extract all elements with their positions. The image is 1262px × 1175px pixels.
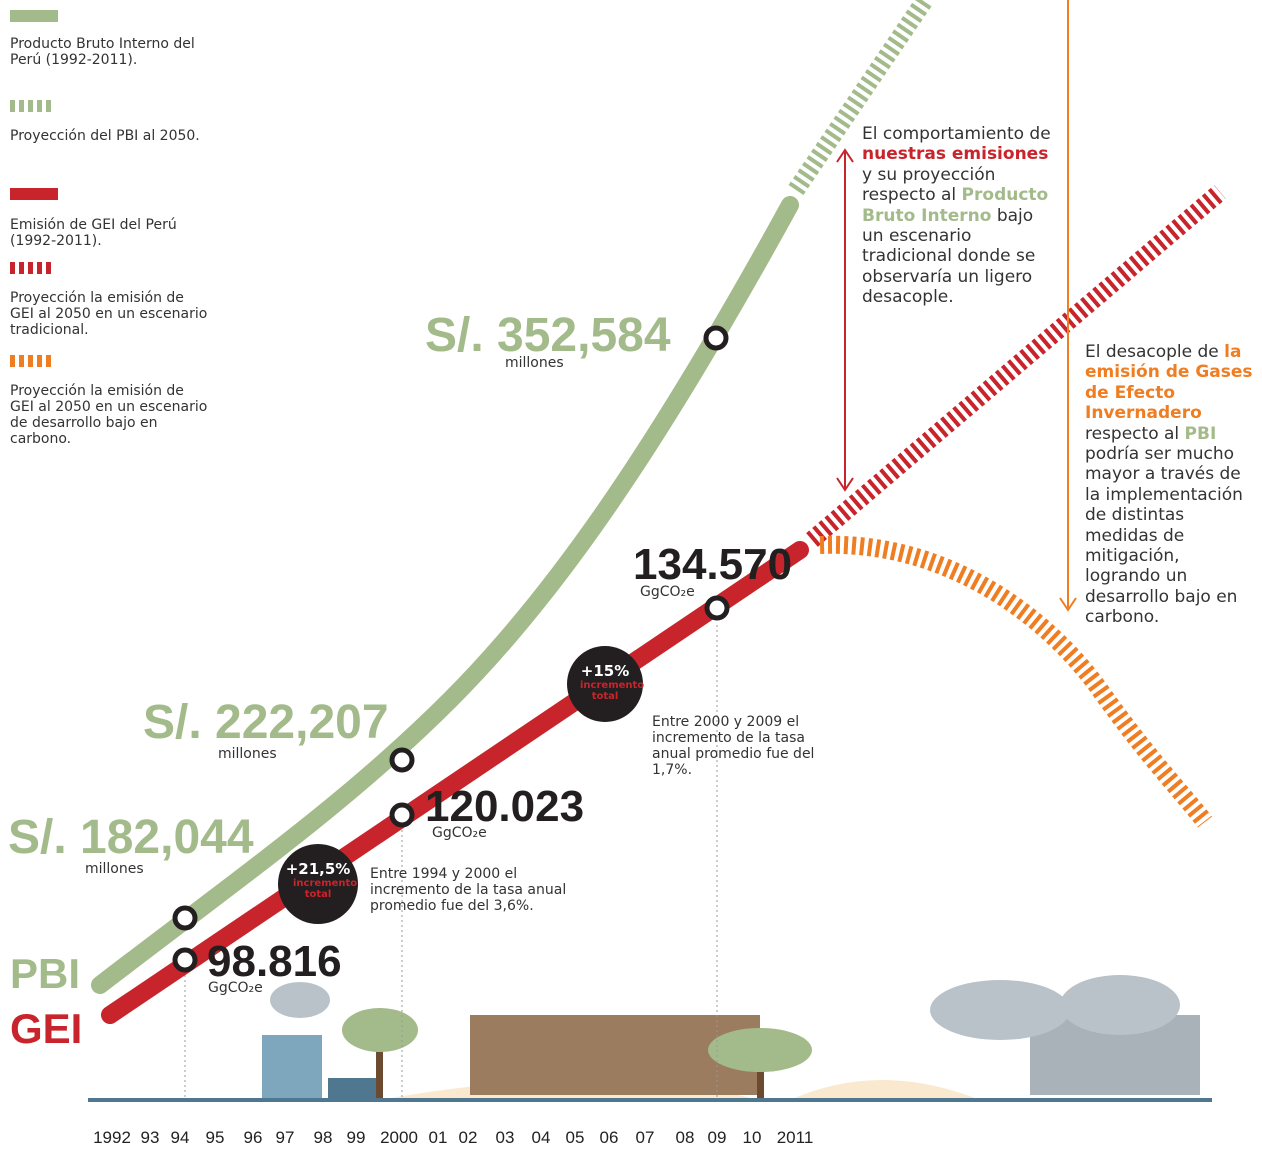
tree [342,1008,418,1052]
year-label: 93 [141,1128,160,1148]
ground-glow [790,1080,980,1100]
year-label: 98 [314,1128,333,1148]
truck [328,1078,378,1100]
infographic: Producto Bruto Interno del Perú (1992-20… [0,0,1262,1175]
year-label: 2011 [777,1128,814,1148]
year-label: 1992 [93,1128,131,1148]
marker [707,598,727,618]
year-label: 03 [496,1128,515,1148]
annotation-highlight: nuestras emisiones [862,144,1048,164]
year-label: 08 [676,1128,695,1148]
tree [708,1028,812,1072]
gei-unit: GgCO₂e [432,825,487,841]
year-label: 02 [459,1128,478,1148]
pbi-value: S/. 222,207 [143,695,389,750]
annotation: El comportamiento de nuestras emisiones … [862,124,1057,308]
increment: +21,5% incremento total [278,860,358,900]
pbi-unit: millones [505,355,564,371]
increment-note: Entre 2000 y 2009 el incremento de la ta… [652,714,827,778]
tree [930,980,1070,1040]
annotation-text: El desacople de [1085,342,1224,362]
year-label: 07 [636,1128,655,1148]
year-label: 97 [276,1128,295,1148]
pbi-label: PBI [10,950,80,998]
increment-label: incremento total [580,680,630,702]
pbi-unit: millones [85,861,144,877]
pbi-value: S/. 182,044 [8,810,254,865]
legend-text: Proyección la emisión de GEI al 2050 en … [10,290,210,338]
annotation-text: El comportamiento de [862,124,1051,144]
annotation-text: respecto al [1085,424,1185,444]
year-label: 06 [600,1128,619,1148]
legend-text: Proyección del PBI al 2050. [10,128,210,144]
marker [175,950,195,970]
marker [392,750,412,770]
illustration [0,0,1262,1175]
year-label: 05 [566,1128,585,1148]
increment: +15% incremento total [567,662,643,702]
year-label: 04 [532,1128,551,1148]
annotation-text: podría ser mucho mayor a través de la im… [1085,444,1243,627]
marker [392,805,412,825]
gei-value: 134.570 [633,540,792,591]
marker [175,908,195,928]
legend-swatch [10,188,58,200]
legend-text: Proyección la emisión de GEI al 2050 en … [10,383,210,447]
increment-value: +15% [567,662,643,680]
increment-label: incremento total [293,878,343,900]
annotation-highlight: PBI [1185,424,1217,444]
legend-text: Emisión de GEI del Perú (1992-2011). [10,217,210,249]
year-label: 95 [206,1128,225,1148]
marker [706,328,726,348]
gei-label: GEI [10,1005,82,1053]
factory [262,1035,322,1100]
year-label: 94 [171,1128,190,1148]
annotation: El desacople de la emisión de Gases de E… [1085,342,1257,627]
year-label: 01 [429,1128,448,1148]
year-label: 99 [347,1128,366,1148]
increment-note: Entre 1994 y 2000 el incremento de la ta… [370,866,600,914]
year-label: 10 [743,1128,762,1148]
year-label: 96 [244,1128,263,1148]
legend-text: Producto Bruto Interno del Perú (1992-20… [10,36,210,68]
tree [1060,975,1180,1035]
year-label: 09 [708,1128,727,1148]
year-label: 2000 [380,1128,418,1148]
gei-unit: GgCO₂e [640,584,695,600]
pbi-unit: millones [218,746,277,762]
gei-unit: GgCO₂e [208,980,263,996]
increment-value: +21,5% [278,860,358,878]
legend-swatch [10,10,58,22]
